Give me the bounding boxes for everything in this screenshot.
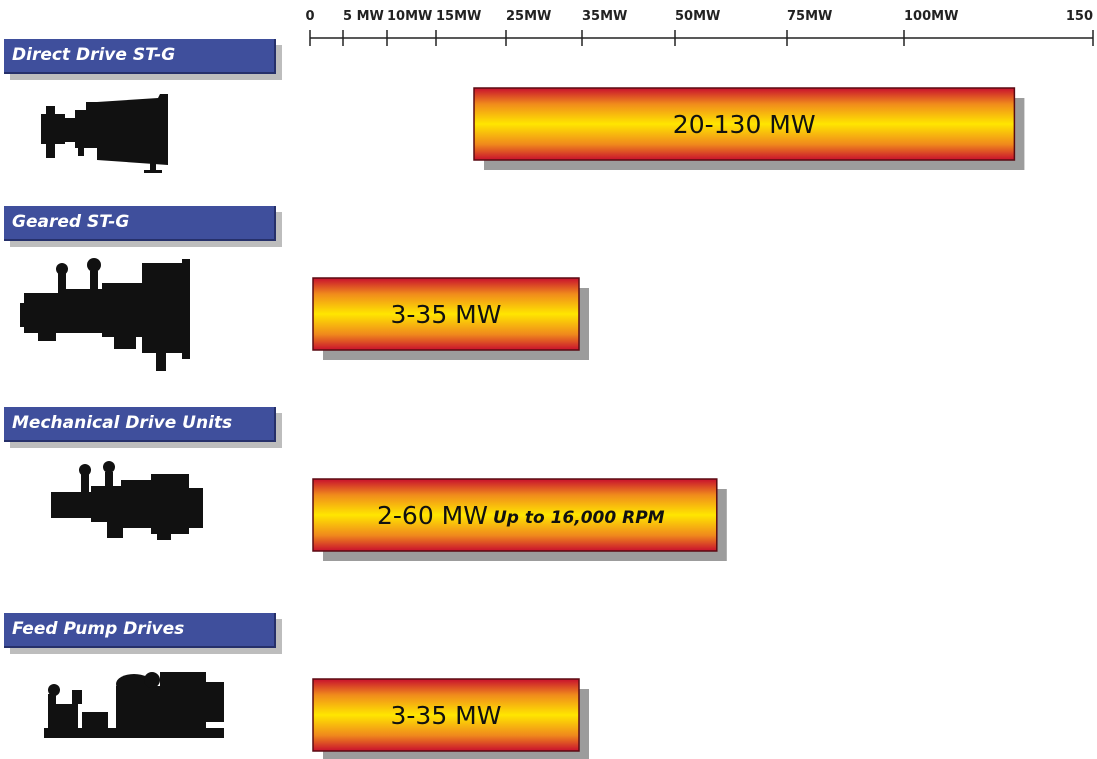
range-bar (312, 678, 580, 752)
range-bar-label: 3-35 MW (391, 701, 502, 730)
axis-tick-label: 150 (1066, 9, 1093, 24)
axis-tick-label: 5 MW (343, 9, 384, 24)
range-bar-label: 2-60 MW (377, 501, 488, 530)
direct-drive-turbine-icon (41, 94, 168, 173)
range-bar (473, 87, 1016, 161)
range-bar-row: 3-35 MW (312, 277, 589, 360)
range-bar-label: 3-35 MW (391, 300, 502, 329)
axis-tick-label: 100MW (904, 9, 958, 24)
axis-tick-label: 75MW (787, 9, 832, 24)
range-bar-row: 3-35 MW (312, 678, 589, 759)
range-bar-label: 20-130 MW (673, 110, 816, 139)
axis-tick-label: 35MW (582, 9, 627, 24)
range-bar (312, 478, 718, 552)
geared-turbine-icon (20, 258, 190, 371)
power-axis: 0 5 MW 10MW 15MW 25MW 35MW 50MW 75MW 100MW 150 (305, 9, 1094, 46)
range-bar-note: Up to 16,000 RPM (493, 508, 665, 528)
category-label-mechanical-drive: Mechanical Drive Units (4, 407, 276, 442)
range-bars: 20-130 MW 3-35 MW 2-60 MW Up to 16,000 RPM 3… (312, 87, 1025, 759)
category-label-geared: Geared ST-G (4, 206, 276, 241)
mechanical-drive-icon (51, 461, 203, 540)
range-bar (312, 277, 580, 351)
axis-tick-label: 10MW (387, 9, 432, 24)
category-label-feed-pump: Feed Pump Drives (4, 613, 276, 648)
axis-tick-label: 50MW (675, 9, 720, 24)
axis-tick-label: 0 (305, 9, 314, 24)
axis-tick-label: 15MW (436, 9, 481, 24)
category-label-direct-drive: Direct Drive ST-G (4, 39, 276, 74)
range-bar-row: 20-130 MW (473, 87, 1025, 170)
feed-pump-drive-icon (44, 672, 224, 738)
range-bar-row: 2-60 MW Up to 16,000 RPM (312, 478, 727, 561)
axis-tick-label: 25MW (506, 9, 551, 24)
